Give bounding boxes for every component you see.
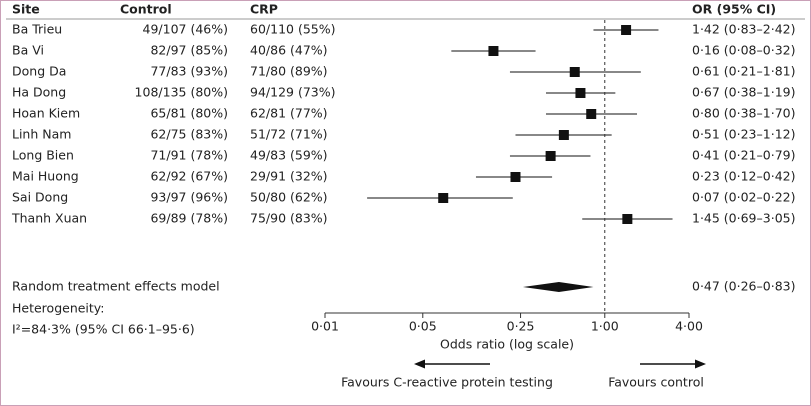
control: 71/91 (78%)	[150, 148, 228, 163]
crp: 60/110 (55%)	[250, 22, 336, 37]
site: Ba Trieu	[12, 22, 62, 37]
crp: 71/80 (89%)	[250, 64, 328, 79]
annotation: Favours C-reactive protein testing	[341, 375, 553, 390]
site: Long Bien	[12, 148, 74, 163]
site: Linh Nam	[12, 127, 71, 142]
x-tick-label: 0·25	[507, 319, 535, 334]
site: Ha Dong	[12, 85, 66, 100]
or-marker	[621, 25, 632, 35]
or-ci: 0·61 (0·21–1·81)	[692, 64, 795, 79]
crp: 29/91 (32%)	[250, 169, 328, 184]
x-tick-label: 0·01	[311, 319, 339, 334]
control: 82/97 (85%)	[150, 43, 228, 58]
control: 69/89 (78%)	[150, 211, 228, 226]
control: 65/81 (80%)	[150, 106, 228, 121]
or-ci: 0·67 (0·38–1·19)	[692, 85, 795, 100]
or-marker	[510, 172, 521, 182]
or-marker	[586, 109, 597, 119]
crp: 40/86 (47%)	[250, 43, 328, 58]
site: Mai Huong	[12, 169, 79, 184]
or-marker	[569, 67, 580, 77]
or-ci: 0·41 (0·21–0·79)	[692, 148, 795, 163]
control: 62/75 (83%)	[150, 127, 228, 142]
crp: 94/129 (73%)	[250, 85, 336, 100]
or-marker	[488, 46, 499, 56]
or-ci: 0·16 (0·08–0·32)	[692, 43, 795, 58]
or-marker	[438, 193, 449, 203]
crp: 49/83 (59%)	[250, 148, 328, 163]
site: Ba Vi	[12, 43, 44, 58]
site: Thanh Xuan	[11, 211, 87, 226]
or-marker	[622, 214, 633, 224]
x-tick-label: 0·05	[409, 319, 437, 334]
arrow-head	[695, 359, 706, 369]
control: 77/83 (93%)	[150, 64, 228, 79]
column-header: OR (95% CI)	[692, 2, 776, 17]
or-ci: 0·80 (0·38–1·70)	[692, 106, 795, 121]
control: 49/107 (46%)	[143, 22, 229, 37]
summary-diamond	[522, 282, 594, 292]
or-marker	[545, 151, 556, 161]
annotation: Favours control	[608, 375, 704, 390]
control: 62/92 (67%)	[150, 169, 228, 184]
x-tick-label: 1·00	[591, 319, 619, 334]
or-marker	[575, 88, 586, 98]
or-ci: 0·51 (0·23–1·12)	[692, 127, 795, 142]
column-header: Control	[120, 2, 172, 17]
or-ci: 0·23 (0·12–0·42)	[692, 169, 795, 184]
or-ci: 1·42 (0·83–2·42)	[692, 22, 795, 37]
heterogeneity: I²=84·3% (95% CI 66·1–95·6)	[12, 322, 195, 337]
heterogeneity: Heterogeneity:	[12, 301, 105, 316]
x-axis-label: Odds ratio (log scale)	[440, 337, 574, 352]
control: 108/135 (80%)	[135, 85, 228, 100]
column-header: Site	[12, 2, 40, 17]
control: 93/97 (96%)	[150, 190, 228, 205]
crp: 50/80 (62%)	[250, 190, 328, 205]
column-header: CRP	[250, 2, 278, 17]
summary-label: Random treatment effects model	[12, 279, 220, 294]
site: Sai Dong	[12, 190, 68, 205]
or-ci: 0·07 (0·02–0·22)	[692, 190, 795, 205]
crp: 62/81 (77%)	[250, 106, 328, 121]
arrow-head	[414, 359, 425, 369]
site: Dong Da	[12, 64, 66, 79]
summary-or: 0·47 (0·26–0·83)	[692, 279, 795, 294]
crp: 75/90 (83%)	[250, 211, 328, 226]
site: Hoan Kiem	[12, 106, 80, 121]
or-ci: 1·45 (0·69–3·05)	[692, 211, 795, 226]
or-marker	[558, 130, 569, 140]
x-tick-label: 4·00	[675, 319, 703, 334]
crp: 51/72 (71%)	[250, 127, 328, 142]
